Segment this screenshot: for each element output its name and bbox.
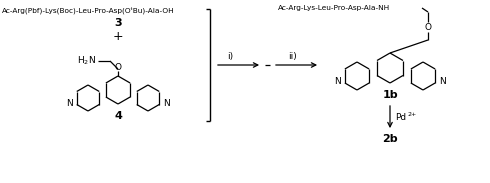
Text: 2+: 2+ xyxy=(407,113,416,117)
Text: O: O xyxy=(424,23,432,33)
Text: 3: 3 xyxy=(114,18,122,28)
Text: Ac-Arg(Pbf)-Lys(Boc)-Leu-Pro-Asp(OᵗBu)-Ala-OH: Ac-Arg(Pbf)-Lys(Boc)-Leu-Pro-Asp(OᵗBu)-A… xyxy=(2,6,174,14)
Text: 4: 4 xyxy=(114,111,122,121)
Text: Pd: Pd xyxy=(395,113,406,122)
Text: N: N xyxy=(163,98,170,107)
Text: ii): ii) xyxy=(288,53,296,61)
Text: +: + xyxy=(113,31,123,44)
Text: H$_2$N: H$_2$N xyxy=(77,55,96,67)
Text: N: N xyxy=(334,76,341,85)
Text: i): i) xyxy=(227,53,233,61)
Text: 1b: 1b xyxy=(382,90,398,100)
Text: Ac-Arg-Lys-Leu-Pro-Asp-Ala-NH: Ac-Arg-Lys-Leu-Pro-Asp-Ala-NH xyxy=(278,5,390,11)
Text: O: O xyxy=(115,63,122,72)
Text: 2b: 2b xyxy=(382,134,398,144)
Text: N: N xyxy=(66,98,73,107)
Text: N: N xyxy=(439,76,446,85)
